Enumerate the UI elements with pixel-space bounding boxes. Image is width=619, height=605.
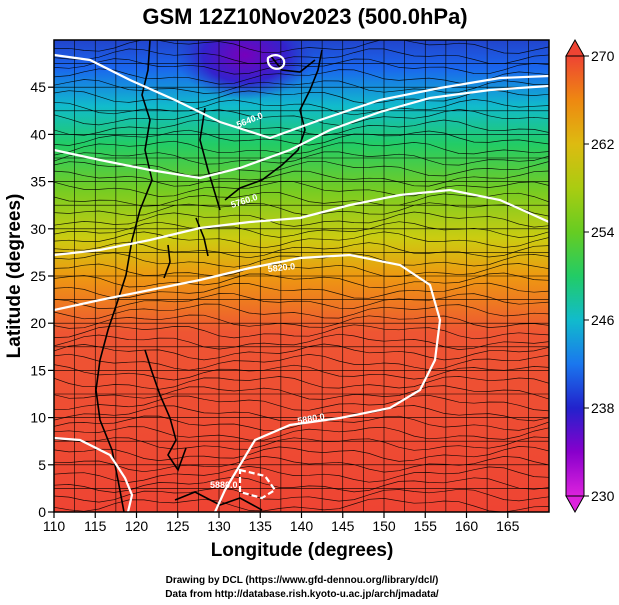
y-axis-label: Latitude (degrees)	[4, 194, 25, 359]
streamline	[54, 364, 549, 381]
streamline	[54, 160, 549, 177]
streamline	[54, 89, 549, 105]
streamline	[54, 415, 549, 432]
streamline	[54, 272, 549, 289]
y-tick-label: 25	[30, 268, 46, 284]
x-tick-label: 120	[125, 518, 149, 534]
credit-drawing: Drawing by DCL (https://www.gfd-dennou.o…	[166, 575, 439, 586]
streamline	[54, 426, 549, 441]
streamlines	[54, 40, 549, 512]
y-tick-label: 10	[30, 410, 46, 426]
x-tick-label: 125	[166, 518, 190, 534]
x-tick-label: 130	[207, 518, 231, 534]
x-tick-label: 140	[290, 518, 314, 534]
colorbar-tick-label: 230	[591, 488, 615, 504]
colorbar-tick-label: 238	[591, 400, 615, 416]
y-tick-label: 0	[38, 504, 46, 520]
colorbar-body	[565, 55, 585, 497]
credit-data: Data from http://database.rish.kyoto-u.a…	[165, 589, 439, 600]
streamline	[54, 436, 549, 451]
y-tick-label: 5	[38, 457, 46, 473]
coastlines	[95, 40, 323, 512]
streamline	[54, 394, 549, 412]
streamline	[54, 58, 549, 75]
streamline	[54, 314, 549, 329]
colorbar-bottom-arrow	[565, 495, 585, 514]
streamline	[54, 40, 549, 54]
x-tick-label: 115	[84, 518, 107, 534]
streamline	[54, 109, 549, 126]
contours	[54, 53, 549, 512]
x-tick-label: 150	[372, 518, 396, 534]
x-tick-label: 110	[43, 518, 66, 534]
colorbar-top-arrow	[565, 38, 585, 57]
streamline	[54, 446, 549, 462]
plot-area	[54, 40, 549, 512]
x-tick-label: 165	[496, 518, 520, 534]
streamline	[54, 303, 549, 320]
streamline	[54, 385, 549, 400]
y-tick-label: 35	[30, 174, 46, 190]
streamline	[54, 333, 549, 350]
streamline	[54, 324, 549, 340]
contour-label: 5880.0	[210, 480, 238, 490]
contour-label: 5880.0	[297, 411, 326, 426]
streamline	[54, 376, 549, 390]
streamline	[54, 170, 549, 187]
chart-title: GSM 12Z10Nov2023 (500.0hPa)	[142, 4, 467, 29]
streamline	[54, 241, 549, 259]
streamline	[54, 252, 549, 268]
y-tick-label: 45	[30, 79, 46, 95]
y-tick-label: 20	[30, 315, 46, 331]
streamline	[54, 151, 549, 166]
streamline	[54, 202, 549, 217]
streamline	[54, 263, 549, 278]
y-tick-label: 30	[30, 221, 46, 237]
gridlines	[54, 40, 549, 512]
streamline	[54, 405, 549, 422]
colorbar-ticks: 230 238 246 254 262 270	[584, 48, 615, 504]
x-tick-label: 155	[414, 518, 438, 534]
streamline	[54, 129, 549, 146]
streamline	[54, 79, 549, 94]
streamline	[54, 353, 549, 371]
x-axis-label: Longitude (degrees)	[211, 540, 394, 561]
streamline	[54, 476, 549, 493]
colorbar-tick-label: 254	[591, 224, 615, 240]
contour-label: 5820.0	[267, 261, 295, 274]
streamline	[54, 211, 549, 228]
streamline	[54, 498, 549, 512]
streamline	[54, 343, 549, 361]
streamline	[54, 293, 549, 309]
colorbar-tick-label: 270	[591, 48, 615, 64]
x-tick-label: 135	[249, 518, 273, 534]
y-axis-ticks: 0 5 10 15 20 25 30 35 40 45	[30, 79, 54, 520]
x-axis-ticks: 110 115 120 125 130 135 140 145 150 155 160 165	[43, 512, 520, 534]
streamline	[54, 231, 549, 249]
colorbar-tick-label: 262	[591, 136, 615, 152]
streamline	[54, 282, 549, 299]
colorbar-tick-label: 246	[591, 312, 615, 328]
streamline	[54, 99, 549, 116]
x-tick-label: 160	[455, 518, 479, 534]
streamline	[54, 48, 549, 65]
streamline	[54, 191, 549, 207]
y-tick-label: 15	[30, 362, 46, 378]
x-tick-label: 145	[331, 518, 355, 534]
streamline	[54, 466, 549, 483]
streamline	[54, 487, 549, 503]
y-tick-label: 40	[30, 126, 46, 142]
colorbar: 230 238 246 254 262 270	[565, 38, 615, 514]
